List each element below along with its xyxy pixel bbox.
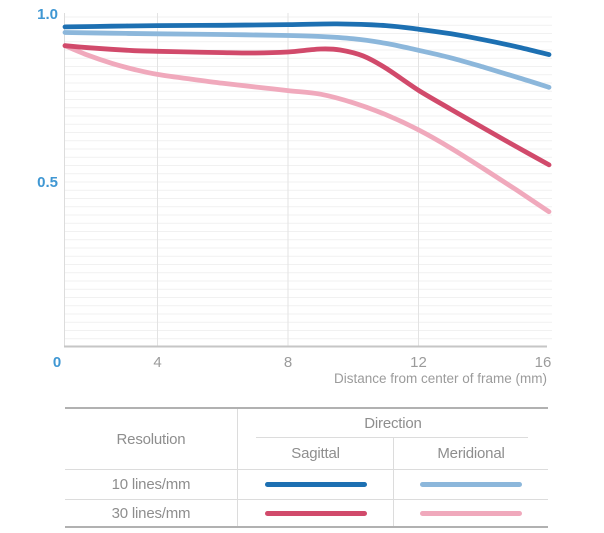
legend-row-label-30: 30 lines/mm bbox=[65, 499, 237, 526]
legend-meridional-header: Meridional bbox=[393, 438, 548, 469]
swatch-30-sagittal bbox=[264, 510, 367, 516]
curve-10-meridional bbox=[62, 30, 552, 90]
legend-row-label-10: 10 lines/mm bbox=[65, 469, 237, 499]
x-tick-label: 0 bbox=[53, 354, 61, 371]
legend-direction-label: Direction bbox=[364, 415, 422, 432]
swatch-10-meridional bbox=[420, 482, 522, 487]
x-tick-label: 12 bbox=[410, 354, 427, 371]
y-tick-label: 1.0 bbox=[37, 6, 58, 23]
legend-cell bbox=[237, 499, 393, 526]
legend-direction-header: Direction bbox=[237, 409, 548, 438]
x-tick-label: 8 bbox=[284, 354, 292, 371]
legend-table: Resolution Direction Sagittal Meridional… bbox=[65, 407, 548, 528]
direction-underline bbox=[256, 437, 528, 438]
legend-cell bbox=[393, 499, 548, 526]
curve-30-meridional bbox=[62, 43, 552, 215]
swatch-10-sagittal bbox=[264, 482, 367, 487]
legend-sagittal-header: Sagittal bbox=[237, 438, 393, 469]
curve-10-sagittal bbox=[62, 21, 552, 57]
swatch-30-meridional bbox=[420, 510, 522, 516]
curve-30-sagittal bbox=[62, 43, 552, 168]
x-axis-title: Distance from center of frame (mm) bbox=[334, 371, 547, 386]
x-tick-label: 16 bbox=[535, 354, 552, 371]
legend-cell bbox=[237, 469, 393, 499]
y-tick-label: 0.5 bbox=[37, 174, 58, 191]
legend-resolution-header: Resolution bbox=[116, 430, 186, 448]
x-tick-label: 4 bbox=[153, 354, 161, 371]
legend-cell bbox=[393, 469, 548, 499]
